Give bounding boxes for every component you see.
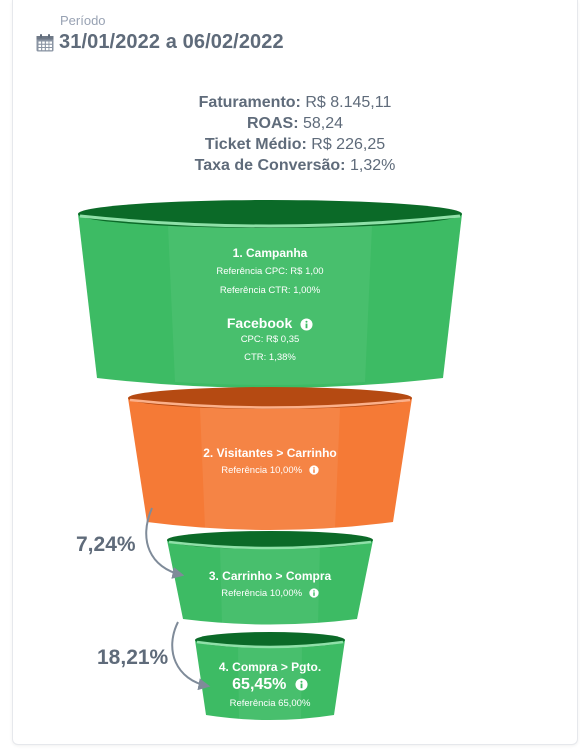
funnel-stage-compra-pagamento[interactable] — [195, 632, 345, 721]
period-value: 31/01/2022 a 06/02/2022 — [59, 31, 284, 53]
info-icon[interactable] — [309, 465, 319, 476]
stage1-cpc: CPC: R$ 0,35 — [240, 334, 300, 345]
stage3-title: 3. Carrinho > Compra — [208, 569, 332, 583]
stage2-ref: Referência 10,00% — [150, 465, 390, 476]
stage2-title: 2. Visitantes > Carrinho — [203, 446, 337, 460]
calendar-icon — [36, 33, 54, 51]
stage4-value: 65,45% — [232, 676, 287, 693]
stage1-source: Facebook — [150, 315, 390, 331]
stage4-title: 4. Compra > Pgto. — [218, 660, 322, 674]
metrics-summary: Faturamento: R$ 8.145,11 ROAS: 58,24 Tic… — [12, 92, 578, 176]
curved-arrow-icon — [171, 621, 211, 691]
stage4-ref: Referência 65,00% — [229, 698, 311, 709]
metric-roas: ROAS: 58,24 — [246, 115, 344, 132]
info-icon[interactable] — [309, 588, 319, 599]
stage1-ref-cpc: Referência CPC: R$ 1,00 — [216, 266, 324, 277]
curved-arrow-icon — [145, 507, 185, 579]
funnel-stage-carrinho-compra[interactable] — [167, 531, 373, 625]
stage3-ref: Referência 10,00% — [150, 588, 390, 599]
metric-faturamento: Faturamento: R$ 8.145,11 — [198, 94, 392, 111]
stage1-ctr: CTR: 1,38% — [244, 352, 296, 363]
period-row: 31/01/2022 a 06/02/2022 — [35, 31, 284, 54]
metric-taxa-conversao: Taxa de Conversão: 1,32% — [194, 157, 396, 174]
stage1-title: 1. Campanha — [232, 246, 308, 260]
funnel-stage-visitantes-carrinho[interactable] — [128, 387, 412, 530]
conversion-rate-stage3: 7,24% — [76, 533, 136, 556]
info-icon[interactable] — [295, 678, 308, 691]
info-icon[interactable] — [300, 318, 313, 331]
stage4-value-row: 65,45% — [170, 676, 370, 694]
conversion-rate-stage4: 18,21% — [97, 646, 169, 669]
period-label: Período — [60, 13, 106, 28]
metric-ticket-medio: Ticket Médio: R$ 226,25 — [204, 136, 386, 153]
funnel-stage-campanha[interactable] — [78, 200, 462, 388]
source-name: Facebook — [226, 315, 293, 331]
stage1-ref-ctr: Referência CTR: 1,00% — [219, 285, 321, 296]
